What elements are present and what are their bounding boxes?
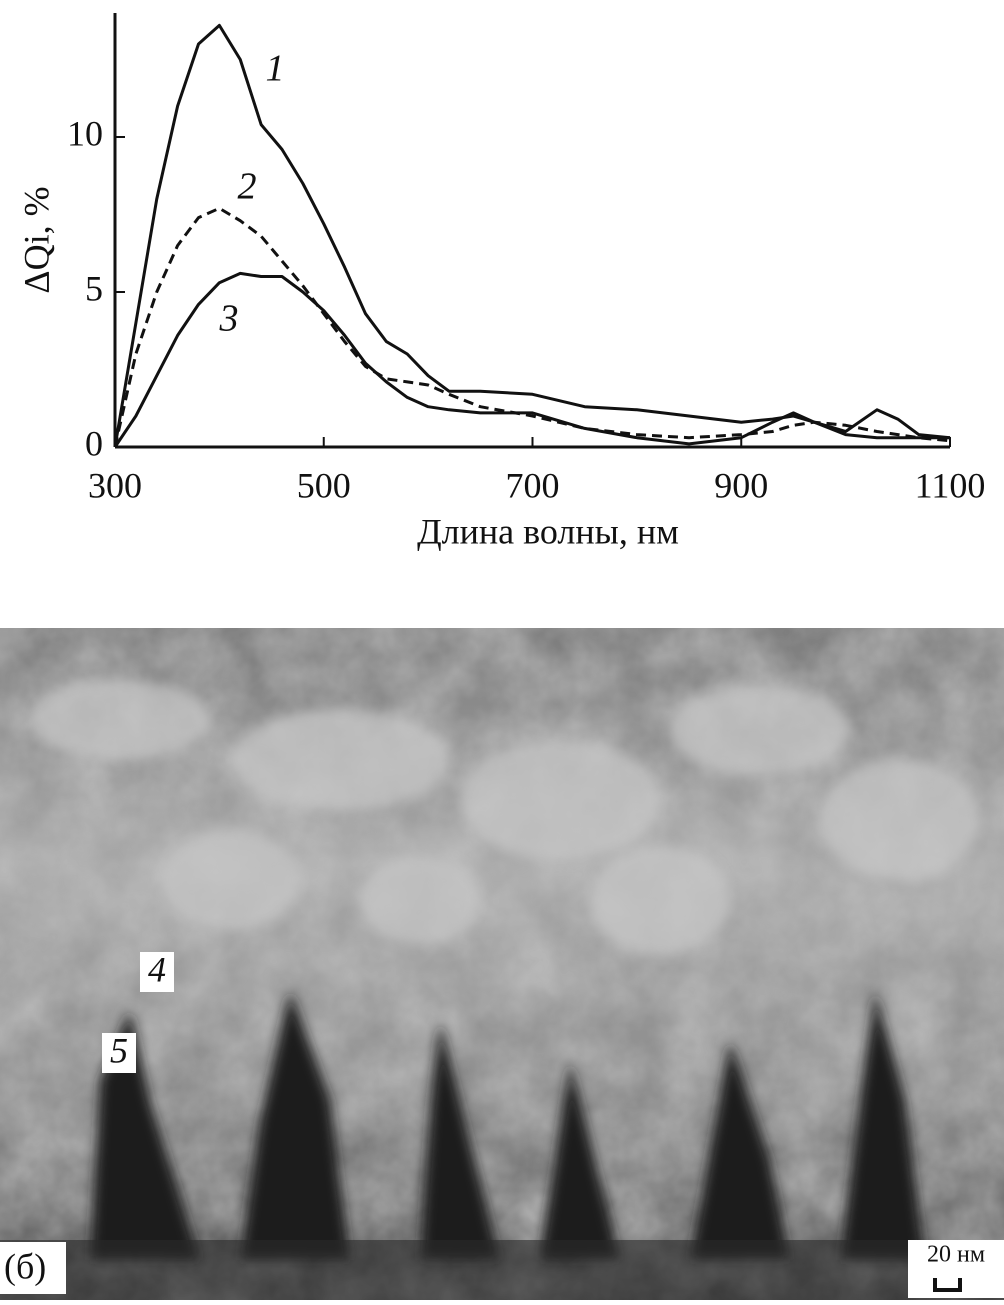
label-box: [0, 1242, 66, 1294]
scale-bar-label: 20 нм: [927, 1242, 985, 1268]
image-label: 4: [148, 949, 166, 989]
x-tick-label: 700: [506, 465, 560, 505]
label-box: [102, 1033, 136, 1073]
x-tick-label: 900: [714, 465, 768, 505]
panel-label: (б): [4, 1246, 46, 1286]
sem-image: 4 5 (б) 20 нм: [0, 628, 1004, 1300]
series-label: 1: [266, 48, 285, 90]
x-tick-label: 1100: [915, 465, 986, 505]
series-label: 3: [219, 298, 239, 340]
series-label: 2: [238, 166, 257, 208]
y-tick-label: 5: [85, 268, 103, 308]
y-tick-label: 10: [67, 113, 103, 153]
image-label: 5: [110, 1030, 128, 1070]
y-tick-label: 0: [85, 423, 103, 463]
scale-bar: [933, 1278, 962, 1292]
x-axis-label: Длина волны, нм: [417, 511, 679, 551]
x-tick-label: 300: [88, 465, 142, 505]
line-series: [113, 206, 951, 448]
label-box: [140, 952, 174, 992]
line-series: [113, 271, 950, 448]
line-series: [113, 23, 951, 448]
y-axis-label: ΔQi, %: [16, 186, 56, 293]
x-tick-label: 500: [297, 465, 351, 505]
